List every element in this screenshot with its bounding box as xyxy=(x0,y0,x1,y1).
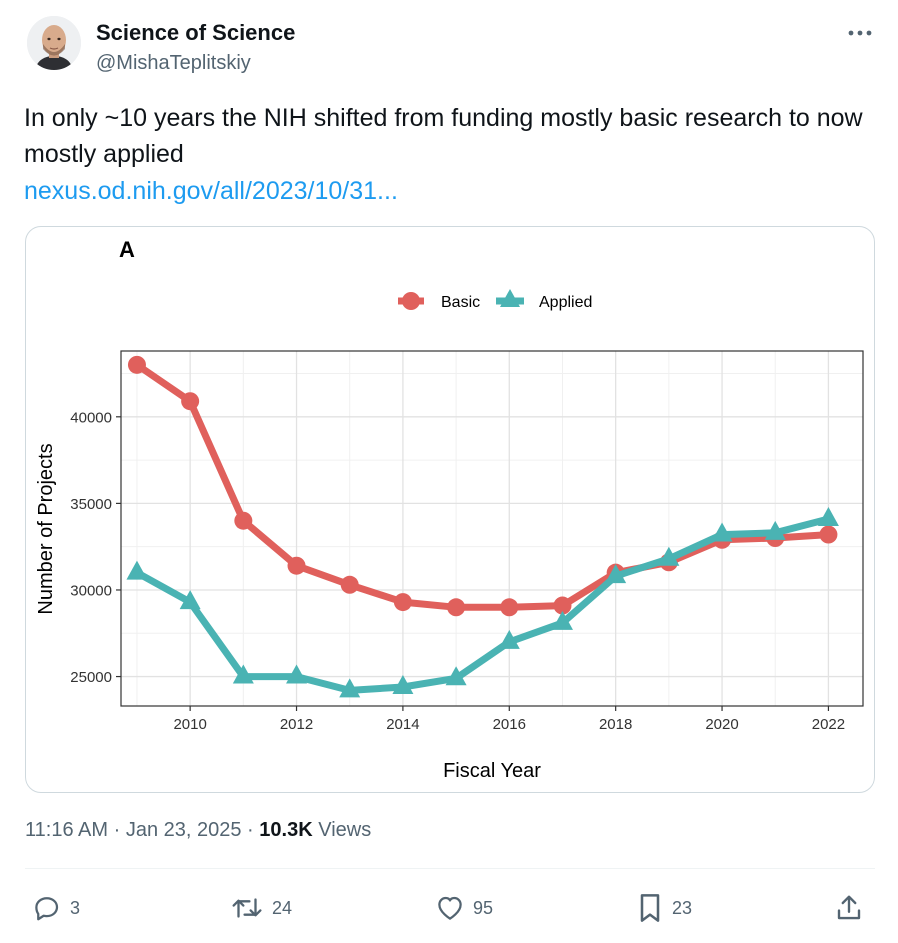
data-point-basic xyxy=(500,598,519,617)
meta-separator: · xyxy=(247,819,254,841)
data-point-applied xyxy=(605,564,627,584)
tweet-link[interactable]: nexus.od.nih.gov/all/2023/10/31... xyxy=(24,177,398,205)
y-tick-label: 25000 xyxy=(70,669,112,686)
y-tick-label: 35000 xyxy=(70,496,112,513)
data-point-applied xyxy=(126,560,148,580)
meta-separator: · xyxy=(113,819,121,841)
data-point-basic xyxy=(127,355,146,374)
data-point-applied xyxy=(286,664,308,684)
legend-applied-marker xyxy=(500,289,520,307)
x-tick-label: 2012 xyxy=(280,716,313,733)
x-tick-label: 2014 xyxy=(386,716,419,733)
tweet-time[interactable]: 11:16 AM xyxy=(25,819,109,841)
grid-lines xyxy=(121,351,863,706)
plot-frame xyxy=(120,350,864,707)
data-point-applied xyxy=(445,666,467,686)
divider xyxy=(25,868,875,869)
like-button[interactable]: 95 xyxy=(435,890,493,926)
bookmark-icon xyxy=(640,894,660,922)
data-point-basic xyxy=(181,392,200,411)
author-handle[interactable]: @MishaTeplitskiy xyxy=(96,52,251,74)
tweet-media-chart[interactable]: A Basic Applied 2010 2012 2014 2016 2018 2020… xyxy=(25,226,875,793)
data-point-applied xyxy=(711,522,733,542)
views-count: 10.3K xyxy=(259,819,313,841)
y-axis: 25000 30000 35000 40000 xyxy=(70,409,121,686)
data-point-basic xyxy=(393,593,412,612)
data-point-basic xyxy=(447,598,466,617)
panel-label: A xyxy=(119,237,135,262)
data-point-basic xyxy=(819,525,838,544)
tweet-meta: 11:16 AM · Jan 23, 2025 · 10.3K Views xyxy=(25,819,371,842)
repost-count: 24 xyxy=(272,897,293,918)
x-axis-label: Fiscal Year xyxy=(443,760,541,782)
x-tick-label: 2020 xyxy=(705,716,738,733)
data-point-applied xyxy=(232,664,254,684)
series-line-basic xyxy=(135,362,829,611)
data-point-applied xyxy=(764,520,786,540)
data-point-applied xyxy=(817,506,839,526)
y-tick-label: 40000 xyxy=(70,409,112,426)
data-point-applied xyxy=(551,610,573,630)
legend-basic-marker xyxy=(402,292,420,310)
legend-basic-label: Basic xyxy=(441,294,480,311)
tweet-text: In only ~10 years the NIH shifted from f… xyxy=(24,104,863,168)
repost-icon xyxy=(232,898,262,918)
legend-applied-label: Applied xyxy=(539,294,592,311)
data-point-applied xyxy=(179,590,201,610)
data-point-basic xyxy=(340,575,359,594)
chart-legend: Basic Applied xyxy=(398,289,592,311)
data-point-applied xyxy=(498,629,520,649)
reply-bubble-icon xyxy=(35,897,59,921)
chart-series xyxy=(126,355,839,698)
x-tick-label: 2022 xyxy=(812,716,845,733)
data-point-basic xyxy=(234,511,253,530)
series-line-applied xyxy=(135,515,830,694)
bookmark-count: 23 xyxy=(672,897,693,918)
data-point-basic xyxy=(553,596,572,615)
tweet-date[interactable]: Jan 23, 2025 xyxy=(125,819,242,841)
author-display-name[interactable]: Science of Science xyxy=(96,20,296,45)
heart-icon xyxy=(438,896,462,920)
data-point-applied xyxy=(392,674,414,694)
views-label: Views xyxy=(318,819,372,841)
data-point-applied xyxy=(339,678,361,698)
reply-count: 3 xyxy=(70,897,81,918)
bookmark-button[interactable]: 23 xyxy=(636,890,692,926)
avatar[interactable] xyxy=(27,16,81,70)
like-count: 95 xyxy=(473,897,494,918)
more-options-button[interactable] xyxy=(842,18,878,48)
data-point-applied xyxy=(658,546,680,566)
line-chart: A Basic Applied 2010 2012 2014 2016 2018 2020… xyxy=(35,237,864,782)
more-horizontal-icon xyxy=(848,30,872,36)
data-point-basic xyxy=(287,556,306,575)
share-icon xyxy=(837,895,861,920)
reply-button[interactable]: 3 xyxy=(32,890,80,926)
y-axis-label: Number of Projects xyxy=(35,443,57,614)
x-axis: 2010 2012 2014 2016 2018 2020 2022 xyxy=(173,706,845,733)
repost-button[interactable]: 24 xyxy=(230,890,292,926)
x-tick-label: 2010 xyxy=(173,716,206,733)
x-tick-label: 2018 xyxy=(599,716,632,733)
y-tick-label: 30000 xyxy=(70,582,112,599)
share-button[interactable] xyxy=(834,890,864,926)
x-tick-label: 2016 xyxy=(493,716,526,733)
